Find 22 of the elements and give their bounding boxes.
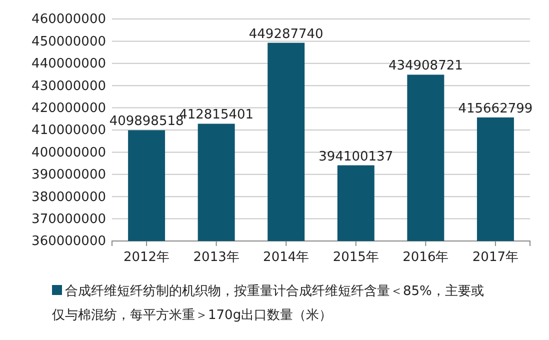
- data-label: 415662799: [458, 101, 533, 116]
- x-tick-label: 2015年: [332, 250, 379, 266]
- data-label: 394100137: [318, 149, 394, 164]
- y-tick-label: 420000000: [32, 100, 106, 116]
- y-tick-label: 400000000: [32, 145, 106, 160]
- y-tick-label: 460000000: [32, 12, 106, 28]
- y-tick-label: 380000000: [32, 190, 106, 205]
- y-tick-label: 370000000: [32, 212, 106, 227]
- x-tick-label: 2014年: [263, 250, 310, 266]
- x-tick-label: 2016年: [402, 250, 449, 266]
- x-tick-label: 2012年: [123, 250, 170, 266]
- data-label: 449287740: [248, 26, 324, 42]
- y-tick-label: 360000000: [32, 234, 106, 250]
- x-tick-label: 2013年: [193, 250, 240, 266]
- legend-label: 合成纤维短纤纺制的机织物，按重量计合成纤维短纤含量＜85%，主要或仅与棉混纺，每平方米重＞170g出口数量（米）: [52, 284, 484, 323]
- y-tick-label: 440000000: [32, 56, 106, 72]
- y-tick-label: 430000000: [32, 78, 106, 94]
- y-tick-label: 450000000: [32, 34, 106, 50]
- y-tick-label: 410000000: [32, 123, 106, 138]
- x-tick-label: 2017年: [472, 250, 519, 266]
- data-label: 434908721: [388, 58, 463, 74]
- y-tick-label: 390000000: [32, 168, 106, 183]
